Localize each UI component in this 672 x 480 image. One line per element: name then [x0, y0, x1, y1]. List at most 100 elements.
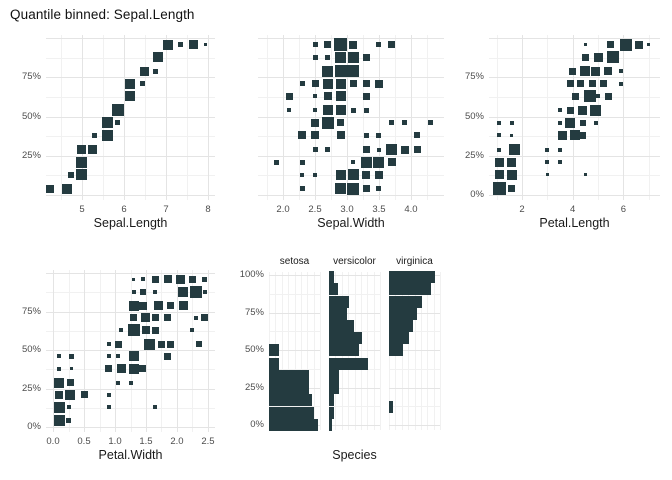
facet-setosa [269, 272, 321, 432]
data-square [193, 315, 198, 320]
data-square [140, 81, 146, 87]
data-square [362, 185, 370, 193]
data-square [362, 80, 370, 88]
gridline-minor [489, 57, 660, 59]
data-square [298, 131, 307, 140]
data-square [591, 66, 600, 76]
data-square [324, 41, 332, 49]
data-square [163, 275, 172, 284]
gridline-minor [360, 272, 362, 430]
gridline-major [389, 387, 440, 389]
data-square [362, 170, 371, 179]
quantile-bar [329, 308, 347, 321]
data-square [322, 65, 334, 77]
gridline-minor [144, 35, 146, 200]
x-axis-tick-label: 3.0 [340, 204, 354, 215]
data-square [400, 145, 409, 154]
quantile-bar [329, 393, 335, 406]
data-square [545, 173, 549, 177]
gridline-minor [269, 293, 320, 295]
data-square [387, 158, 396, 167]
data-square [274, 159, 280, 165]
data-square [57, 366, 62, 371]
gridline-minor [367, 272, 369, 430]
data-square [138, 301, 147, 310]
gridline-major [46, 427, 215, 429]
quantile-bar [389, 320, 413, 333]
gridline-minor [433, 272, 435, 430]
gridline-major [389, 425, 440, 427]
data-square [66, 379, 74, 386]
quantile-bar [389, 308, 418, 321]
data-square [195, 341, 202, 348]
data-square [128, 300, 139, 311]
data-square [53, 401, 65, 413]
quantile-bar [329, 357, 368, 370]
facet-versicolor [329, 270, 381, 432]
quantile-bar [329, 270, 335, 283]
data-square [322, 78, 333, 89]
data-square [593, 52, 603, 62]
quantile-bar [389, 332, 409, 345]
gridline-minor [99, 270, 101, 432]
data-square [558, 108, 563, 113]
data-square [374, 79, 383, 88]
gridline-major [489, 77, 660, 79]
data-square [311, 131, 319, 140]
data-square [311, 118, 319, 127]
data-square [114, 340, 122, 348]
data-square [119, 328, 124, 333]
chart-title: Quantile binned: Sepal.Length [10, 7, 195, 22]
y-axis-tick-label: 75% [464, 71, 484, 83]
data-square [139, 288, 146, 295]
data-square [565, 117, 576, 128]
data-square [579, 119, 586, 126]
data-square [376, 42, 382, 48]
data-square [87, 145, 97, 155]
quantile-bar [329, 344, 360, 357]
data-square [374, 170, 383, 179]
quantile-bar [389, 401, 394, 414]
gridline-minor [320, 272, 321, 430]
data-square [413, 146, 421, 154]
data-square [139, 365, 147, 373]
data-square [178, 286, 189, 297]
data-square [202, 289, 207, 294]
panel-petal-width [46, 270, 215, 432]
quantile-bar [329, 407, 335, 420]
y-axis-tick-label: 0% [27, 421, 41, 433]
gridline-major [489, 38, 660, 40]
gridline-minor [269, 331, 320, 333]
gridline-major [46, 311, 215, 313]
quantile-bar [269, 381, 309, 394]
facet-label: virginica [396, 256, 433, 267]
panel-sepal-width [258, 35, 444, 200]
quantile-bar [329, 419, 333, 432]
data-square [376, 147, 381, 152]
data-square [589, 80, 597, 88]
quantile-bar [269, 419, 318, 432]
data-square [313, 108, 317, 113]
gridline-major [329, 275, 380, 277]
data-square [287, 108, 292, 113]
data-square [619, 38, 632, 51]
x-axis-tick-label: 3.5 [372, 204, 386, 215]
data-square [634, 40, 643, 49]
data-square [106, 405, 111, 410]
quantile-bar [389, 270, 435, 283]
data-square [69, 353, 75, 359]
data-square [545, 160, 550, 165]
x-axis-tick-label: 2.5 [308, 204, 322, 215]
data-square [151, 326, 159, 334]
facet-virginica [389, 270, 441, 430]
data-square [363, 132, 369, 138]
gridline-minor [426, 35, 428, 200]
x-axis-tick-label: 4 [570, 204, 576, 215]
data-square [66, 405, 71, 410]
data-square [143, 338, 155, 350]
data-square [57, 354, 62, 359]
y-axis-tick-label: 25% [244, 381, 264, 393]
gridline-minor [186, 35, 188, 200]
data-square [322, 105, 333, 116]
